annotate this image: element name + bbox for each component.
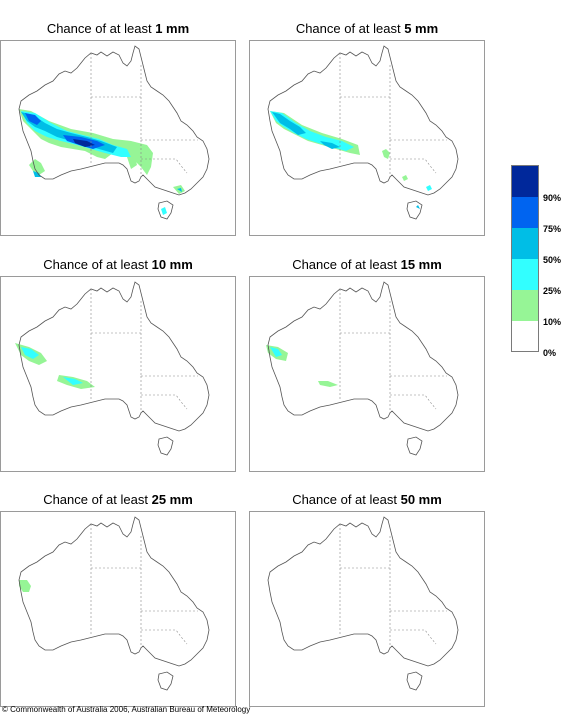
map-svg-10mm [15,281,210,456]
legend-swatch-0-10 [511,321,539,352]
map-svg-50mm [267,516,459,691]
rain-probability-area [161,207,167,215]
rain-probability-area [320,141,340,149]
state-border [390,629,437,645]
map-panel-5mm: Chance of at least 5 mm [249,18,485,236]
legend-label-90: 90% [543,193,562,203]
state-border [390,394,437,410]
map-panel-15mm: Chance of at least 15 mm [249,254,485,472]
panel-title: Chance of at least 50 mm [292,492,442,507]
probability-legend: 90% 75% 50% 25% 10% 0% [511,165,569,358]
map-svg-5mm [267,45,459,220]
map-panel-10mm: Chance of at least 10 mm [0,254,236,472]
legend-swatch-75-90 [511,197,539,228]
legend-swatch-25-50 [511,259,539,290]
copyright-notice: © Commonwealth of Australia 2006, Austra… [2,705,251,714]
mainland-coastline [267,45,459,196]
state-border [141,158,188,174]
tasmania-coastline [157,671,174,691]
rain-probability-area [63,377,83,385]
rain-probability-area [21,347,39,359]
panel-title: Chance of at least 25 mm [43,492,193,507]
mainland-coastline [267,516,459,667]
rain-probability-area [270,347,282,357]
australia-map-50mm [249,511,485,707]
australia-map-1mm [0,40,236,236]
legend-label-25: 25% [543,286,562,296]
legend-swatch-10-25 [511,290,539,321]
rain-probability-area [33,171,41,177]
rain-probability-area [19,580,31,592]
panel-title: Chance of at least 15 mm [292,257,442,272]
rain-probability-area [426,185,432,191]
rain-probability-area [177,188,182,192]
panel-title: Chance of at least 5 mm [295,21,439,36]
legend-swatch-90-100 [511,165,539,197]
rain-probability-area [127,157,137,169]
legend-label-75: 75% [543,224,562,234]
tasmania-coastline [406,671,423,691]
legend-label-50: 50% [543,255,562,265]
tasmania-coastline [157,436,174,456]
rain-probability-area [318,381,338,387]
map-svg-25mm [18,516,210,691]
mainland-coastline [18,281,210,432]
map-panel-1mm: Chance of at least 1 mm [0,18,236,236]
tasmania-coastline [406,436,423,456]
map-svg-1mm [18,45,210,220]
state-border [141,629,188,645]
tasmania-coastline [157,200,174,220]
rain-probability-area [382,149,390,159]
australia-map-25mm [0,511,236,707]
rain-probability-area [416,205,420,209]
tasmania-coastline [406,200,423,220]
legend-label-0: 0% [543,348,557,358]
rain-probability-area [73,139,95,147]
rain-probability-area [402,175,408,181]
panel-title: Chance of at least 1 mm [46,21,190,36]
legend-swatch-50-75 [511,228,539,259]
australia-map-15mm [249,276,485,472]
map-panel-25mm: Chance of at least 25 mm [0,489,236,707]
map-svg-15mm [266,281,459,456]
australia-map-10mm [0,276,236,472]
state-border [141,394,188,410]
map-panel-50mm: Chance of at least 50 mm [249,489,485,707]
mainland-coastline [267,281,459,432]
mainland-coastline [18,45,210,196]
mainland-coastline [18,516,210,667]
rain-probability-area [272,112,306,135]
state-border [390,158,437,174]
panel-title: Chance of at least 10 mm [43,257,193,272]
australia-map-5mm [249,40,485,236]
rain-probability-area [270,111,354,151]
legend-label-10: 10% [543,317,562,327]
rain-probability-area [25,113,41,125]
